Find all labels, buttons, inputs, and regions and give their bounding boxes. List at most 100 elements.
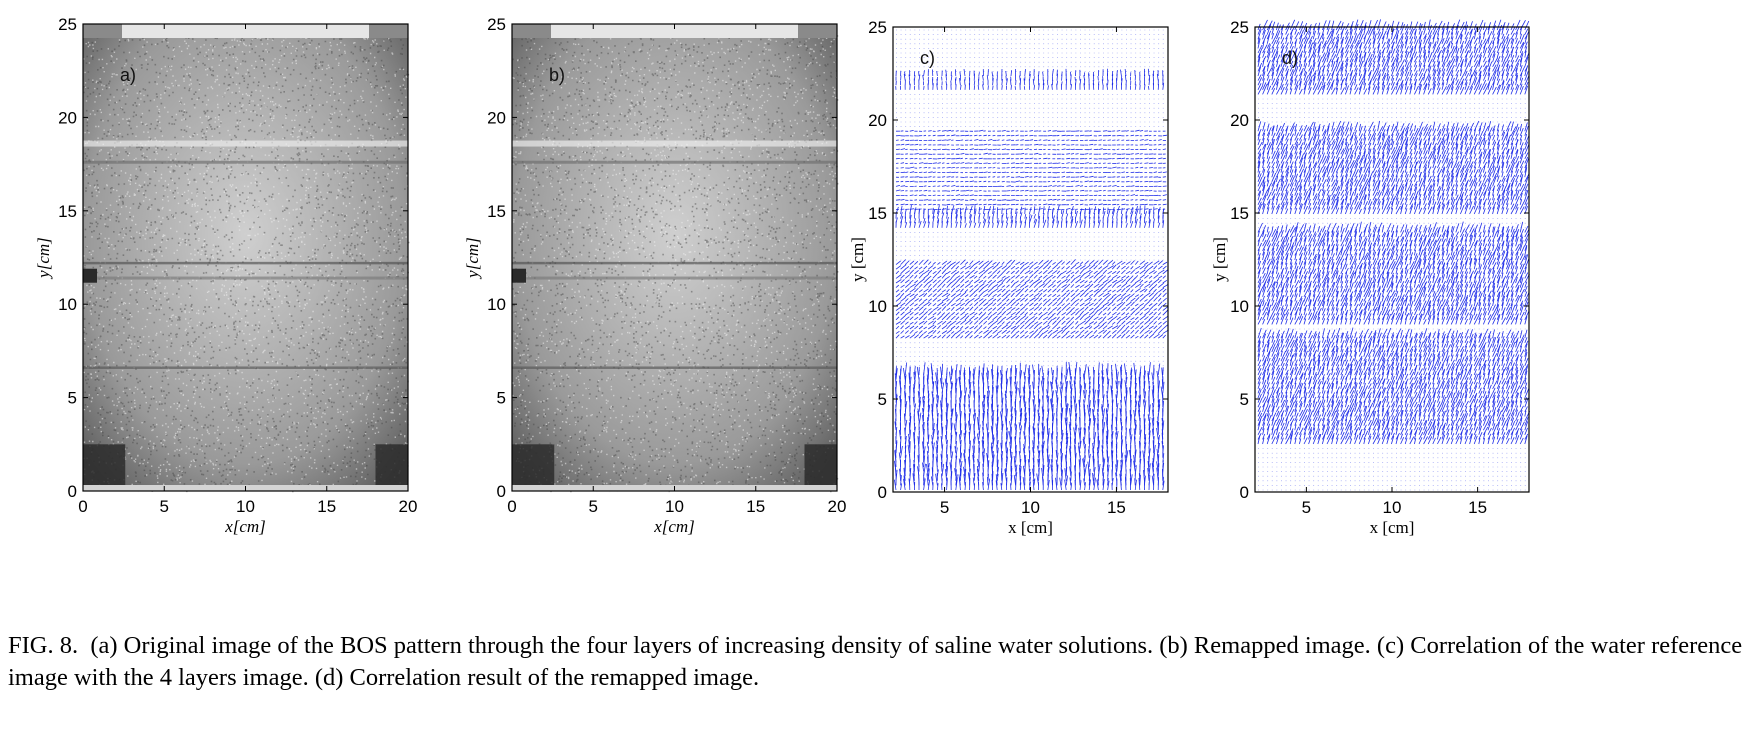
x-tick-label: 15: [1107, 498, 1126, 517]
y-tick-label: 0: [878, 483, 887, 502]
figure-8: 0 5 10 15 200510152025x[cm]y[cm]a)0 5 10 15 2005…: [0, 0, 1762, 620]
vector-arrow: [1108, 140, 1111, 141]
x-tick-label: 10: [1021, 498, 1040, 517]
y-tick-label: 10: [487, 295, 506, 314]
vector-arrow: [1002, 85, 1003, 90]
y-tick-label: 25: [868, 18, 887, 37]
vector-arrow: [1011, 212, 1012, 219]
vector-arrow: [1163, 158, 1166, 159]
vector-arrow: [1011, 131, 1014, 132]
layer-interface: [512, 366, 837, 369]
y-tick-label: 5: [68, 389, 77, 408]
layer-interface: [83, 161, 408, 164]
vector-arrow: [965, 217, 966, 223]
vector-arrow: [1043, 195, 1047, 196]
vector-arrow: [910, 212, 911, 219]
vector-arrow: [942, 200, 945, 201]
vector-arrow: [896, 200, 900, 201]
vector-arrow: [1002, 177, 1005, 178]
vector-arrow: [905, 177, 908, 178]
bos-image: [83, 24, 408, 491]
x-axis-label: x[cm]: [224, 517, 266, 536]
vector-arrow: [924, 135, 926, 136]
panel-b: 0 5 10 15 200510152025x[cm]y[cm]b): [463, 15, 846, 536]
vector-arrow: [909, 422, 910, 434]
y-axis-label: y [cm]: [848, 237, 867, 282]
vector-arrow: [1016, 478, 1017, 490]
y-tick-label: 5: [497, 389, 506, 408]
vector-arrow: [1052, 131, 1056, 132]
vector-arrow: [965, 79, 966, 85]
vector-arrow: [914, 372, 915, 380]
y-tick-label: 10: [868, 297, 887, 316]
y-tick-label: 25: [58, 15, 77, 34]
vector-arrow: [1006, 76, 1007, 81]
x-tick-label: 5: [589, 497, 598, 516]
vector-arrow: [1070, 437, 1071, 449]
panel-d: 5 10 150510152025x [cm]y [cm]d): [1210, 18, 1530, 537]
vector-arrow: [1117, 158, 1121, 159]
vector-arrow: [947, 195, 951, 196]
x-tick-label: 0: [507, 497, 516, 516]
vector-arrow: [914, 177, 918, 178]
vector-arrow: [1135, 478, 1136, 485]
vector-arrow: [997, 433, 998, 444]
x-tick-label: 10: [665, 497, 684, 516]
vector-arrow: [1163, 177, 1166, 178]
vector-arrow: [1093, 75, 1094, 81]
x-tick-label: 15: [746, 497, 765, 516]
vector-arrow: [928, 428, 929, 439]
vector-arrow: [1015, 86, 1016, 90]
vector-arrow: [1162, 379, 1163, 389]
vector-arrow: [1085, 200, 1088, 201]
x-tick-label: 5: [940, 498, 949, 517]
vector-arrow: [901, 181, 904, 182]
x-axis-label: x [cm]: [1008, 518, 1053, 537]
vector-arrow: [1011, 85, 1012, 90]
layer-interface: [512, 262, 837, 265]
vector-arrow: [905, 204, 908, 205]
vector-arrow: [933, 83, 934, 90]
vector-arrow: [942, 140, 947, 141]
vector-arrow: [1140, 206, 1141, 214]
vector-arrow: [1089, 398, 1090, 407]
vector-arrow: [993, 168, 996, 169]
vector-arrow: [960, 140, 963, 141]
vector-arrow: [1020, 149, 1023, 150]
vector-arrow: [1075, 209, 1076, 214]
vector-arrow: [937, 149, 940, 150]
vector-arrow: [1048, 403, 1049, 412]
vector-arrow: [1108, 430, 1109, 440]
vector-arrow: [1098, 76, 1099, 81]
vector-arrow: [988, 172, 991, 173]
vector-arrow: [1002, 200, 1006, 201]
vector-arrow: [1093, 367, 1094, 375]
vector-arrow: [956, 131, 959, 132]
y-tick-label: 20: [58, 108, 77, 127]
vector-arrow: [988, 474, 989, 481]
vector-arrow: [1130, 410, 1131, 421]
vector-arrow: [1061, 467, 1062, 476]
y-tick-label: 0: [497, 482, 506, 501]
y-axis-label: y[cm]: [34, 237, 53, 280]
vector-arrow: [979, 216, 980, 223]
vector-arrow: [910, 367, 911, 380]
vector-arrow: [1140, 425, 1141, 435]
vector-arrow: [1057, 163, 1060, 164]
vector-arrow: [1066, 158, 1070, 159]
vector-arrow: [1098, 461, 1099, 472]
y-axis-label: y[cm]: [463, 237, 482, 280]
y-tick-label: 0: [68, 482, 77, 501]
vector-arrow: [1011, 483, 1012, 490]
y-tick-label: 20: [487, 108, 506, 127]
vector-arrow: [955, 404, 956, 417]
layer-interface: [512, 161, 837, 164]
vector-arrow: [1057, 140, 1060, 141]
vector-arrow: [993, 200, 996, 201]
vector-arrow: [909, 81, 910, 86]
vector-arrow: [1002, 195, 1006, 196]
vector-arrow: [1066, 140, 1069, 141]
vector-arrow: [905, 158, 907, 159]
y-tick-label: 20: [868, 111, 887, 130]
vector-arrow: [1011, 200, 1015, 201]
